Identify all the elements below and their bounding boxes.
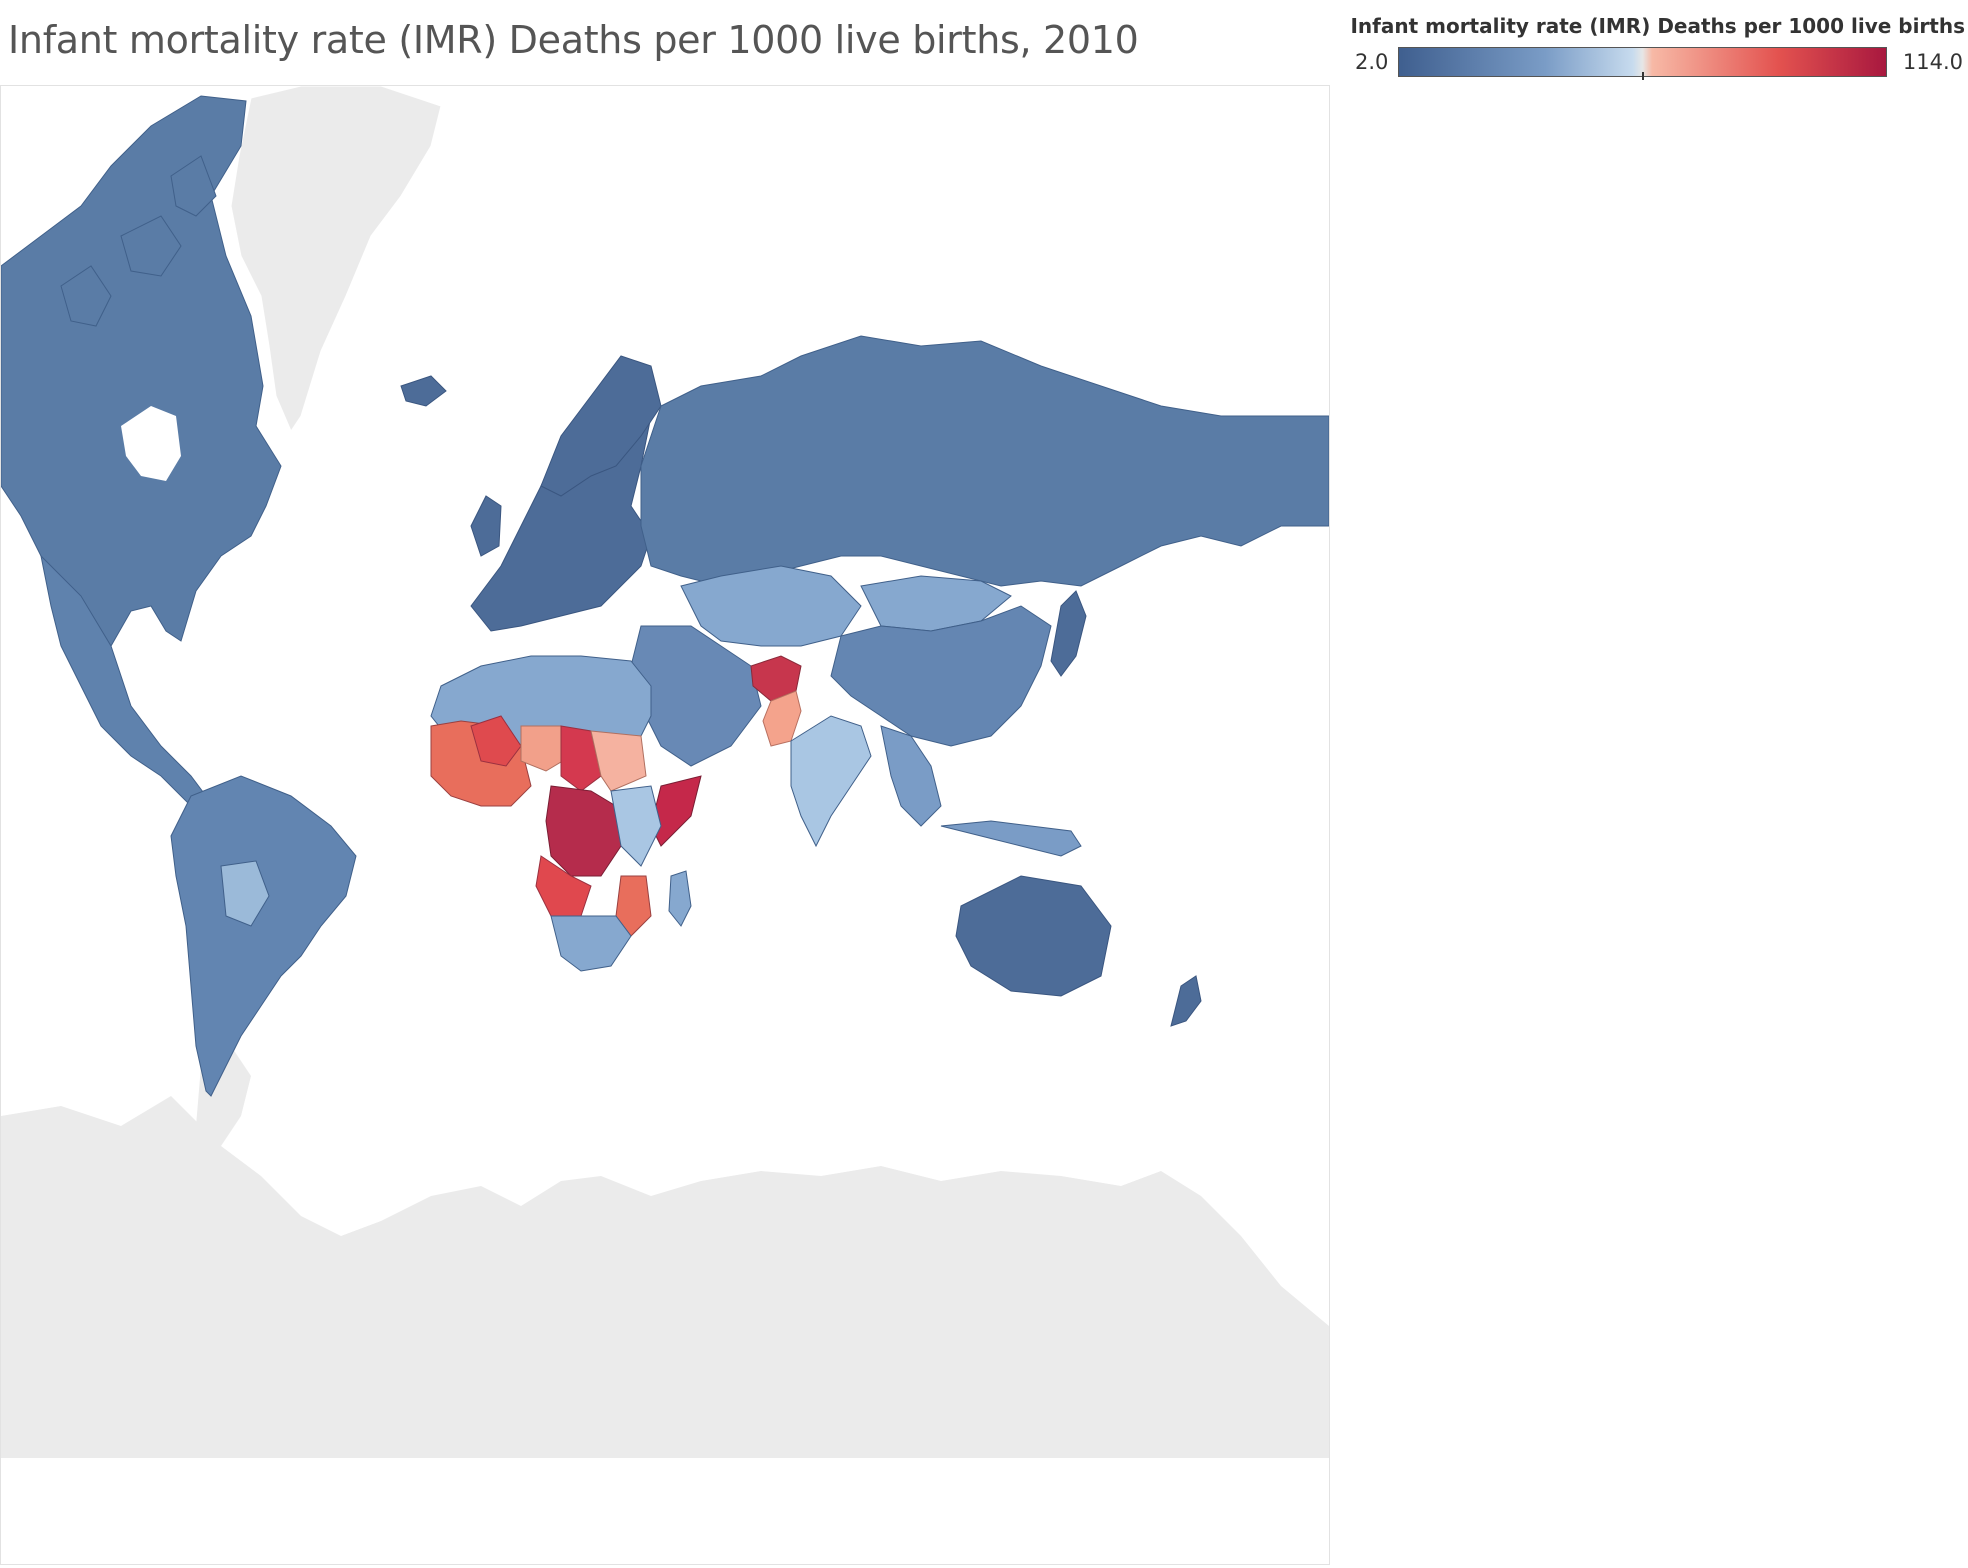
- region-mozambique[interactable]: [615, 875, 652, 937]
- region-new-zealand[interactable]: [1170, 975, 1202, 1027]
- region-arctic-islands[interactable]: [60, 155, 217, 327]
- region-bolivia[interactable]: [220, 860, 270, 927]
- region-mali[interactable]: [470, 715, 522, 767]
- world-map[interactable]: [0, 85, 1330, 1565]
- region-southern-africa[interactable]: [550, 915, 632, 972]
- choropleth-map[interactable]: [1, 86, 1329, 1564]
- region-india[interactable]: [790, 715, 872, 848]
- page-title: Infant mortality rate (IMR) Deaths per 1…: [8, 18, 1139, 62]
- region-madagascar[interactable]: [668, 870, 692, 927]
- region-south-america[interactable]: [170, 775, 357, 1097]
- region-china[interactable]: [830, 605, 1052, 747]
- legend-min-label: 2.0: [1355, 50, 1389, 74]
- region-japan[interactable]: [1050, 590, 1087, 677]
- region-antarctica[interactable]: [1, 1096, 1329, 1458]
- region-east-africa[interactable]: [610, 785, 662, 867]
- region-australia[interactable]: [955, 875, 1112, 997]
- region-greenland[interactable]: [230, 86, 442, 433]
- region-iceland[interactable]: [400, 375, 447, 407]
- legend-title: Infant mortality rate (IMR) Deaths per 1…: [1350, 14, 1965, 38]
- legend-midpoint-tick: [1642, 72, 1644, 80]
- legend-max-label: 114.0: [1902, 50, 1963, 74]
- region-chad[interactable]: [560, 725, 602, 792]
- region-hudson-bay: [121, 406, 181, 481]
- region-sudan[interactable]: [590, 730, 647, 792]
- region-southeast-asia[interactable]: [880, 725, 1082, 857]
- region-niger[interactable]: [520, 725, 572, 772]
- region-uk[interactable]: [470, 495, 502, 557]
- color-legend[interactable]: Infant mortality rate (IMR) Deaths per 1…: [1340, 10, 1965, 84]
- region-central-africa[interactable]: [545, 785, 622, 877]
